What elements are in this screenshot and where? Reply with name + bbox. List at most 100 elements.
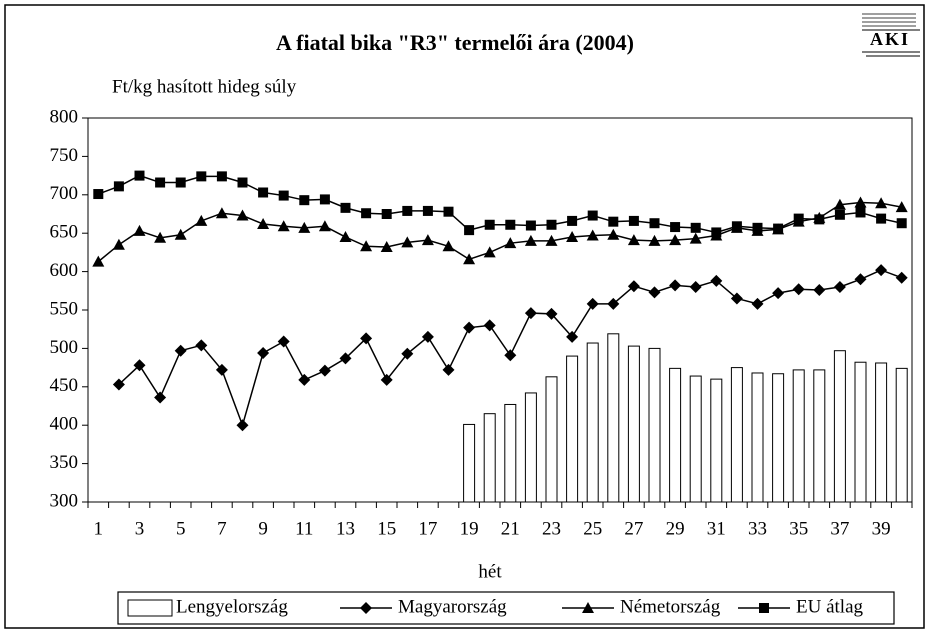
x-tick-label: 5 — [176, 518, 186, 539]
point — [360, 240, 373, 252]
point — [813, 284, 826, 297]
y-axis-label: Ft/kg hasított hideg súly — [112, 76, 297, 97]
y-tick-label: 500 — [50, 337, 79, 358]
point — [833, 280, 846, 293]
point — [546, 219, 557, 230]
point — [566, 330, 579, 343]
bar — [566, 355, 579, 503]
point — [133, 224, 146, 236]
point — [649, 218, 660, 229]
point — [607, 228, 620, 240]
point — [670, 222, 681, 233]
point — [876, 213, 887, 224]
point — [93, 189, 104, 200]
point — [834, 209, 845, 220]
point — [854, 273, 867, 286]
bar — [545, 376, 558, 503]
bar — [586, 342, 599, 503]
point — [814, 214, 825, 225]
point — [875, 264, 888, 277]
point — [627, 280, 640, 293]
point — [895, 201, 908, 213]
x-tick-label: 7 — [217, 518, 227, 539]
point — [587, 210, 598, 221]
point — [442, 240, 455, 252]
point — [690, 222, 701, 233]
point — [545, 234, 558, 246]
point — [401, 347, 414, 360]
point — [464, 225, 475, 236]
point — [504, 349, 517, 362]
x-tick-label: 29 — [666, 518, 685, 539]
bar — [833, 350, 846, 503]
point — [195, 214, 208, 226]
point — [195, 339, 208, 352]
y-tick-label: 800 — [50, 106, 79, 127]
point — [92, 255, 105, 267]
point — [895, 271, 908, 284]
point — [772, 287, 785, 300]
point — [773, 223, 784, 234]
point — [318, 364, 331, 377]
legend-label: Magyarország — [398, 596, 507, 617]
logo-text: AKI — [870, 29, 910, 49]
point — [154, 391, 167, 404]
point — [855, 207, 866, 218]
point — [792, 283, 805, 296]
bar — [524, 392, 537, 503]
point — [483, 319, 496, 332]
point — [402, 205, 413, 216]
point — [525, 220, 536, 231]
bar — [627, 345, 640, 503]
point — [215, 207, 228, 219]
point — [154, 231, 167, 243]
y-tick-label: 450 — [50, 375, 79, 396]
line — [98, 174, 902, 234]
point — [339, 231, 352, 243]
plot-area — [87, 117, 913, 503]
legend-marker — [582, 602, 594, 613]
point — [380, 373, 393, 386]
point — [711, 227, 722, 238]
point — [360, 332, 373, 345]
x-tick-label: 11 — [295, 518, 313, 539]
point — [669, 279, 682, 292]
x-tick-label: 1 — [94, 518, 104, 539]
point — [277, 335, 290, 348]
point — [257, 347, 270, 360]
x-tick-label: 27 — [624, 518, 643, 539]
point — [278, 190, 289, 201]
point — [112, 238, 125, 250]
point — [401, 236, 414, 248]
bar — [875, 362, 888, 503]
bar — [669, 367, 682, 503]
x-tick-label: 17 — [418, 518, 437, 539]
bar — [648, 347, 661, 503]
point — [504, 237, 517, 249]
point — [380, 241, 393, 253]
bar — [607, 333, 620, 503]
legend-symbol — [127, 599, 173, 617]
x-tick-label: 21 — [501, 518, 520, 539]
point — [216, 171, 227, 182]
bar — [463, 423, 476, 503]
x-tick-label: 23 — [542, 518, 561, 539]
legend-label: EU átlag — [796, 596, 864, 617]
point — [586, 229, 599, 241]
point — [484, 219, 495, 230]
point — [155, 177, 166, 188]
point — [318, 220, 331, 232]
x-tick-label: 15 — [377, 518, 396, 539]
bar — [854, 361, 867, 503]
point — [648, 234, 661, 246]
point — [298, 373, 311, 386]
legend-marker — [759, 603, 769, 613]
point — [689, 232, 702, 244]
logo-lines — [862, 13, 916, 27]
x-tick-label: 13 — [336, 518, 355, 539]
bar — [710, 378, 723, 503]
x-tick-label: 39 — [872, 518, 891, 539]
point — [628, 215, 639, 226]
point — [299, 195, 310, 206]
